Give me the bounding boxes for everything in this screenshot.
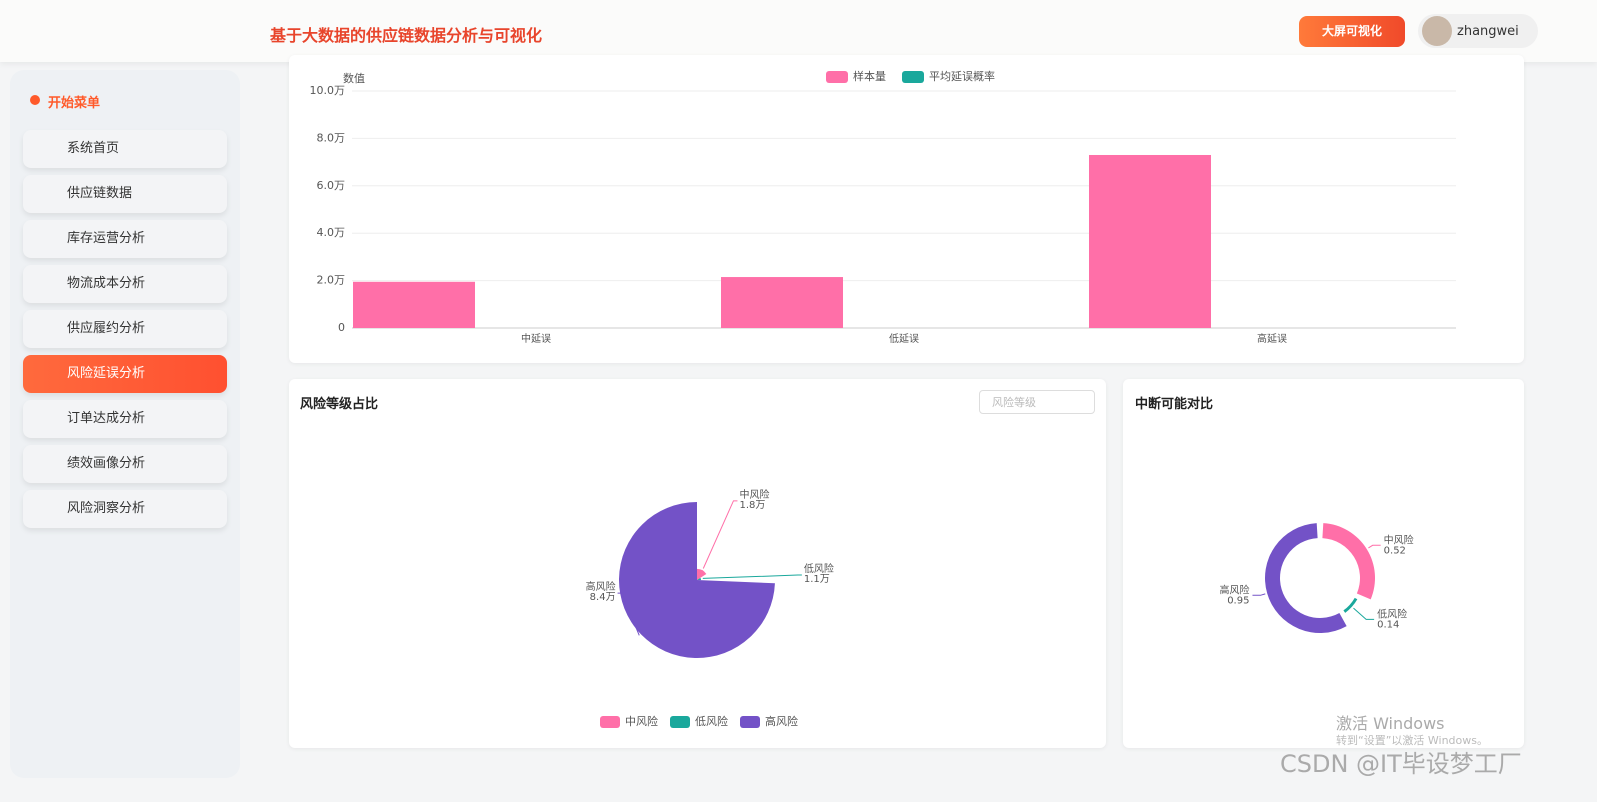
y-tick-label: 8.0万 — [317, 131, 346, 144]
donut-slice — [1322, 523, 1375, 600]
sidebar: 开始菜单 系统首页供应链数据库存运营分析 物流成本分析 供应履约分析 风险延误分析 订单… — [10, 70, 240, 778]
donut-leader — [1252, 593, 1266, 596]
pie-label-name: 低风险 — [804, 562, 834, 575]
avatar — [1422, 16, 1452, 46]
menu-item[interactable]: 库存运营分析 — [23, 220, 227, 258]
legend-swatch — [740, 716, 760, 728]
legend-label: 样本量 — [853, 69, 886, 83]
big-screen-button[interactable]: 大屏可视化 — [1299, 16, 1405, 47]
menu-item[interactable]: 风险洞察分析 — [23, 490, 227, 528]
donut-slice — [1264, 523, 1347, 634]
risk-filter[interactable]: 风险等级 — [979, 390, 1095, 414]
menu-dot — [30, 95, 40, 105]
menu-item[interactable]: 绩效画像分析 — [23, 445, 227, 483]
donut-leader — [1368, 544, 1381, 549]
app-title: 基于大数据的供应链数据分析与可视化 — [270, 26, 543, 45]
pie-slice — [697, 577, 701, 581]
donut-slice — [1343, 597, 1358, 613]
menu-item[interactable]: 供应履约分析 — [23, 310, 227, 348]
pie-leader — [617, 592, 640, 636]
donut-label-value: 0.14 — [1377, 619, 1399, 630]
bar — [353, 281, 475, 328]
pie-slice — [697, 568, 707, 580]
pie-label-name: 中风险 — [739, 488, 769, 501]
user-menu[interactable]: zhangwei — [1418, 14, 1538, 48]
menu-title: 开始菜单 — [48, 96, 101, 111]
donut-label-value: 0.95 — [1227, 595, 1249, 606]
donut-label-name: 高风险 — [1219, 583, 1249, 596]
pie-leader — [702, 500, 738, 569]
menu-item[interactable]: 系统首页 — [23, 130, 227, 168]
user-name: zhangwei — [1457, 24, 1519, 39]
pie-label-value: 1.8万 — [739, 500, 765, 511]
donut-card: 中断可能对比 — [1123, 379, 1524, 748]
pie-leader — [702, 574, 802, 579]
watermark-2: 转到“设置”以激活 Windows。 — [1336, 734, 1488, 747]
y-tick-label: 10.0万 — [310, 84, 346, 97]
header: 基于大数据的供应链数据分析与可视化 大屏可视化 zhangwei — [0, 0, 1597, 62]
donut-label-name: 中风险 — [1384, 533, 1414, 546]
x-tick-label: 中延误 — [521, 332, 551, 345]
pie-card: 风险等级占比 风险等级 — [289, 379, 1106, 748]
x-tick-label: 高延误 — [1257, 332, 1287, 345]
legend-swatch — [670, 716, 690, 728]
watermark-1: 激活 Windows — [1336, 714, 1445, 733]
legend-swatch — [600, 716, 620, 728]
bar-card — [289, 55, 1524, 363]
pie-label-name: 高风险 — [586, 580, 616, 593]
pie-label-value: 1.1万 — [804, 574, 830, 585]
bar — [721, 277, 843, 328]
y-tick-label: 0 — [338, 321, 345, 334]
legend-swatch — [902, 71, 924, 83]
pie-label-value: 8.4万 — [590, 592, 616, 603]
legend-label: 低风险 — [695, 714, 728, 728]
bar — [1089, 154, 1211, 328]
pie-slice — [619, 502, 775, 658]
csdn-watermark: CSDN @IT毕设梦工厂 — [1280, 750, 1522, 778]
legend-label: 高风险 — [765, 714, 798, 728]
legend-label: 平均延误概率 — [929, 69, 995, 83]
menu-item[interactable]: 物流成本分析 — [23, 265, 227, 303]
menu-item[interactable]: 风险延误分析 — [23, 355, 227, 393]
legend-swatch — [826, 71, 848, 83]
legend-label: 中风险 — [625, 714, 658, 728]
pie-title: 风险等级占比 — [300, 397, 379, 412]
donut-label-name: 低风险 — [1377, 607, 1407, 620]
donut-title: 中断可能对比 — [1135, 397, 1214, 412]
y-tick-label: 6.0万 — [317, 179, 346, 192]
donut-label-value: 0.52 — [1384, 545, 1406, 556]
menu-item[interactable]: 供应链数据 — [23, 175, 227, 213]
donut-leader — [1353, 607, 1375, 620]
x-tick-label: 低延误 — [889, 332, 919, 345]
y-tick-label: 4.0万 — [317, 226, 346, 239]
y-tick-label: 2.0万 — [317, 274, 346, 287]
y-axis-name: 数值 — [343, 72, 365, 85]
menu-item[interactable]: 订单达成分析 — [23, 400, 227, 438]
